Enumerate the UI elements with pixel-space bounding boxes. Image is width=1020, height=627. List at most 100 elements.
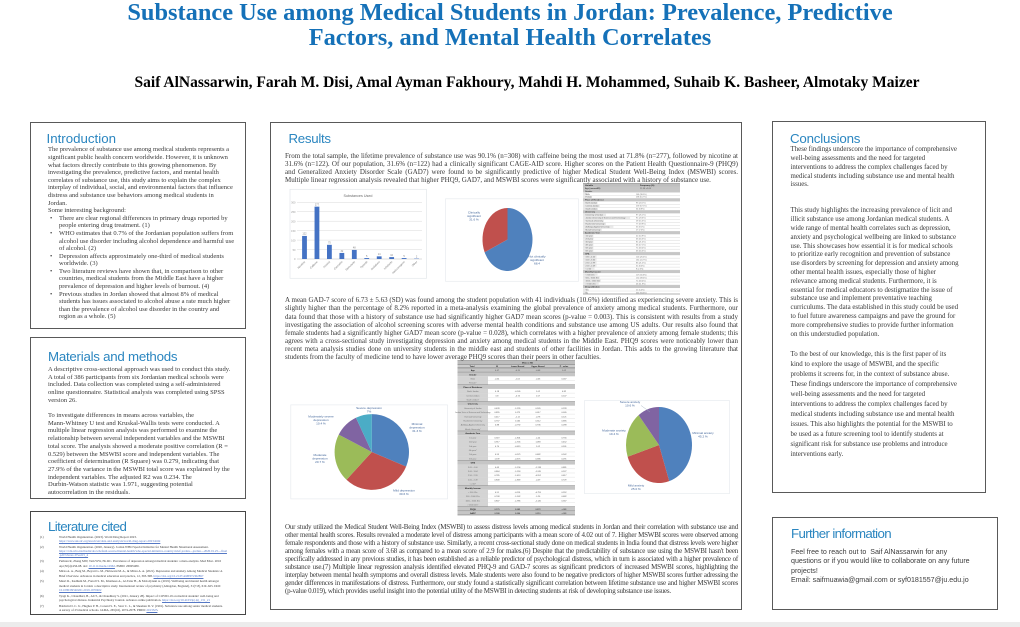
svg-text:5: 5 <box>403 255 405 258</box>
svg-text:-1.156: -1.156 <box>515 467 522 469</box>
svg-text:-1.24: -1.24 <box>536 437 541 439</box>
svg-text:1.07: 1.07 <box>536 395 541 397</box>
svg-text:0.748: 0.748 <box>494 496 500 498</box>
svg-text:Mean ± SD: Mean ± SD <box>522 363 533 365</box>
svg-text:Central Jordan: Central Jordan <box>466 394 479 397</box>
svg-text:Yes: Yes <box>586 289 589 291</box>
svg-text:0.682: 0.682 <box>535 454 541 456</box>
svg-text:0.179: 0.179 <box>494 509 500 511</box>
svg-text:Mutah University*: Mutah University* <box>465 428 481 431</box>
svg-text:0.617: 0.617 <box>561 475 567 477</box>
svg-text:250: 250 <box>291 210 296 214</box>
svg-text:Monthly Income: Monthly Income <box>465 487 482 490</box>
svg-text:0.096: 0.096 <box>515 513 521 515</box>
svg-text:Caffeine: Caffeine <box>309 260 319 270</box>
svg-text:100: 100 <box>291 238 296 242</box>
svg-text:GPA: GPA <box>471 462 476 465</box>
svg-text:Central Jordan: Central Jordan <box>586 205 599 208</box>
svg-text:0.005: 0.005 <box>561 412 567 414</box>
svg-text:0.310: 0.310 <box>535 513 541 515</box>
svg-text:-1.26: -1.26 <box>536 496 541 498</box>
svg-text:0.88: 0.88 <box>495 425 500 427</box>
svg-text:-1.985: -1.985 <box>515 500 522 502</box>
svg-text:Hashemite University: Hashemite University <box>463 420 482 423</box>
svg-text:1st year: 1st year <box>469 436 476 439</box>
svg-text:1000 - 1500 JDs: 1000 - 1500 JDs <box>586 280 601 282</box>
svg-text:Gender: Gender <box>469 373 476 376</box>
svg-text:PHQ9: PHQ9 <box>470 509 477 511</box>
svg-text:3.65 - 4.00: 3.65 - 4.00 <box>586 256 596 258</box>
svg-text:2nd year: 2nd year <box>586 239 594 241</box>
svg-text:-0.551: -0.551 <box>515 492 522 494</box>
svg-text:10: 10 <box>390 254 393 257</box>
svg-text:0.736: 0.736 <box>535 425 541 427</box>
svg-text:0.047: 0.047 <box>561 379 567 381</box>
svg-text:Yarmouk University: Yarmouk University <box>464 415 481 418</box>
svg-text:2.00 - 2.49: 2.00 - 2.49 <box>586 265 596 267</box>
svg-text:GPA: GPA <box>585 252 590 255</box>
svg-text:-0.792: -0.792 <box>515 425 522 427</box>
svg-text:Female: Female <box>586 197 594 199</box>
svg-text:-1.869: -1.869 <box>515 479 522 481</box>
svg-text:0.245: 0.245 <box>535 408 541 410</box>
svg-text:-1.02: -1.02 <box>515 379 520 381</box>
svg-text:-0.619: -0.619 <box>515 446 522 448</box>
svg-text:0.757: 0.757 <box>494 421 500 423</box>
svg-text:71 (18.4%): 71 (18.4%) <box>636 248 646 250</box>
svg-text:277: 277 <box>315 203 320 206</box>
svg-text:Academic Year: Academic Year <box>585 232 600 235</box>
svg-text:Jordan Univ. of Science and Te: Jordan Univ. of Science and Technology <box>455 412 491 414</box>
svg-text:0.82: 0.82 <box>562 391 567 393</box>
svg-text:238 (61.7%): 238 (61.7%) <box>636 197 647 199</box>
svg-text:0.098: 0.098 <box>561 425 567 427</box>
svg-text:3.00 - 3.64: 3.00 - 3.64 <box>586 259 596 261</box>
svg-text:-1.905: -1.905 <box>515 442 522 444</box>
svg-text:0.682: 0.682 <box>561 496 567 498</box>
svg-text:1st year: 1st year <box>586 235 593 238</box>
svg-text:63 (16.3%): 63 (16.3%) <box>636 250 646 252</box>
svg-text:1.02: 1.02 <box>536 391 541 393</box>
svg-text:< 500 JDs: < 500 JDs <box>468 491 477 494</box>
svg-text:6th year: 6th year <box>469 457 477 460</box>
svg-text:3rd year: 3rd year <box>469 446 477 448</box>
svg-text:4th year*: 4th year* <box>469 449 477 452</box>
svg-text:0.175: 0.175 <box>515 412 521 414</box>
svg-text:University of Jordan: University of Jordan <box>464 407 482 410</box>
svg-text:-1.413: -1.413 <box>515 475 522 477</box>
svg-text:2.00 - 2.49: 2.00 - 2.49 <box>468 479 478 481</box>
svg-text:63 (16.3%): 63 (16.3%) <box>636 239 646 241</box>
svg-text:< 2.00*: < 2.00* <box>470 483 477 486</box>
svg-text:0.017: 0.017 <box>535 412 541 414</box>
svg-text:< 2.00: < 2.00 <box>586 267 593 270</box>
svg-text:Substances Used: Substances Used <box>344 194 373 198</box>
svg-text:0.452: 0.452 <box>561 442 567 444</box>
svg-text:77 (19.9%): 77 (19.9%) <box>636 224 646 226</box>
svg-text:<.001: <.001 <box>561 512 567 515</box>
svg-text:Sedatives: Sedatives <box>370 259 382 271</box>
svg-text:0: 0 <box>294 257 296 261</box>
svg-text:32: 32 <box>340 250 343 253</box>
svg-text:0.428: 0.428 <box>494 408 500 410</box>
svg-text:34 (8.8%): 34 (8.8%) <box>636 209 645 211</box>
svg-text:Upper Bound: Upper Bound <box>531 365 545 368</box>
svg-text:0.848: 0.848 <box>494 479 500 481</box>
svg-text:50: 50 <box>293 248 296 252</box>
svg-text:-1.295: -1.295 <box>515 408 522 410</box>
svg-text:1.083: 1.083 <box>535 442 541 444</box>
svg-text:0.864: 0.864 <box>494 471 500 473</box>
svg-text:Lower Bound: Lower Bound <box>511 365 525 368</box>
svg-text:-1.748: -1.748 <box>535 467 542 469</box>
svg-text:Frequency (%): Frequency (%) <box>640 184 655 187</box>
svg-text:-0.78: -0.78 <box>536 416 541 418</box>
svg-text:Gender: Gender <box>585 190 592 193</box>
svg-text:259 (67.1%): 259 (67.1%) <box>636 206 647 208</box>
svg-text:0.272: 0.272 <box>535 509 541 511</box>
svg-text:5: 5 <box>366 255 368 258</box>
